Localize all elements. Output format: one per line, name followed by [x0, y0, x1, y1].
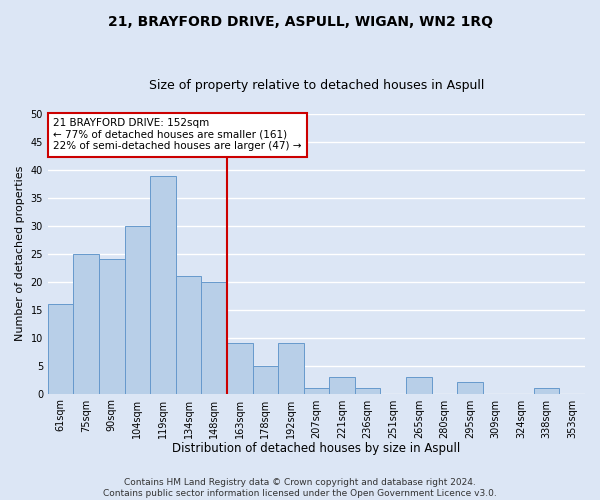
Bar	[125, 226, 150, 394]
Bar	[48, 304, 73, 394]
Bar	[99, 260, 125, 394]
Bar	[73, 254, 99, 394]
Y-axis label: Number of detached properties: Number of detached properties	[15, 166, 25, 342]
Bar	[253, 366, 278, 394]
Bar	[329, 377, 355, 394]
X-axis label: Distribution of detached houses by size in Aspull: Distribution of detached houses by size …	[172, 442, 461, 455]
Text: 21, BRAYFORD DRIVE, ASPULL, WIGAN, WN2 1RQ: 21, BRAYFORD DRIVE, ASPULL, WIGAN, WN2 1…	[107, 15, 493, 29]
Bar	[457, 382, 482, 394]
Bar	[176, 276, 202, 394]
Text: Contains HM Land Registry data © Crown copyright and database right 2024.
Contai: Contains HM Land Registry data © Crown c…	[103, 478, 497, 498]
Bar	[202, 282, 227, 394]
Title: Size of property relative to detached houses in Aspull: Size of property relative to detached ho…	[149, 79, 484, 92]
Bar	[304, 388, 329, 394]
Bar	[150, 176, 176, 394]
Text: 21 BRAYFORD DRIVE: 152sqm
← 77% of detached houses are smaller (161)
22% of semi: 21 BRAYFORD DRIVE: 152sqm ← 77% of detac…	[53, 118, 302, 152]
Bar	[278, 344, 304, 394]
Bar	[534, 388, 559, 394]
Bar	[406, 377, 431, 394]
Bar	[227, 344, 253, 394]
Bar	[355, 388, 380, 394]
